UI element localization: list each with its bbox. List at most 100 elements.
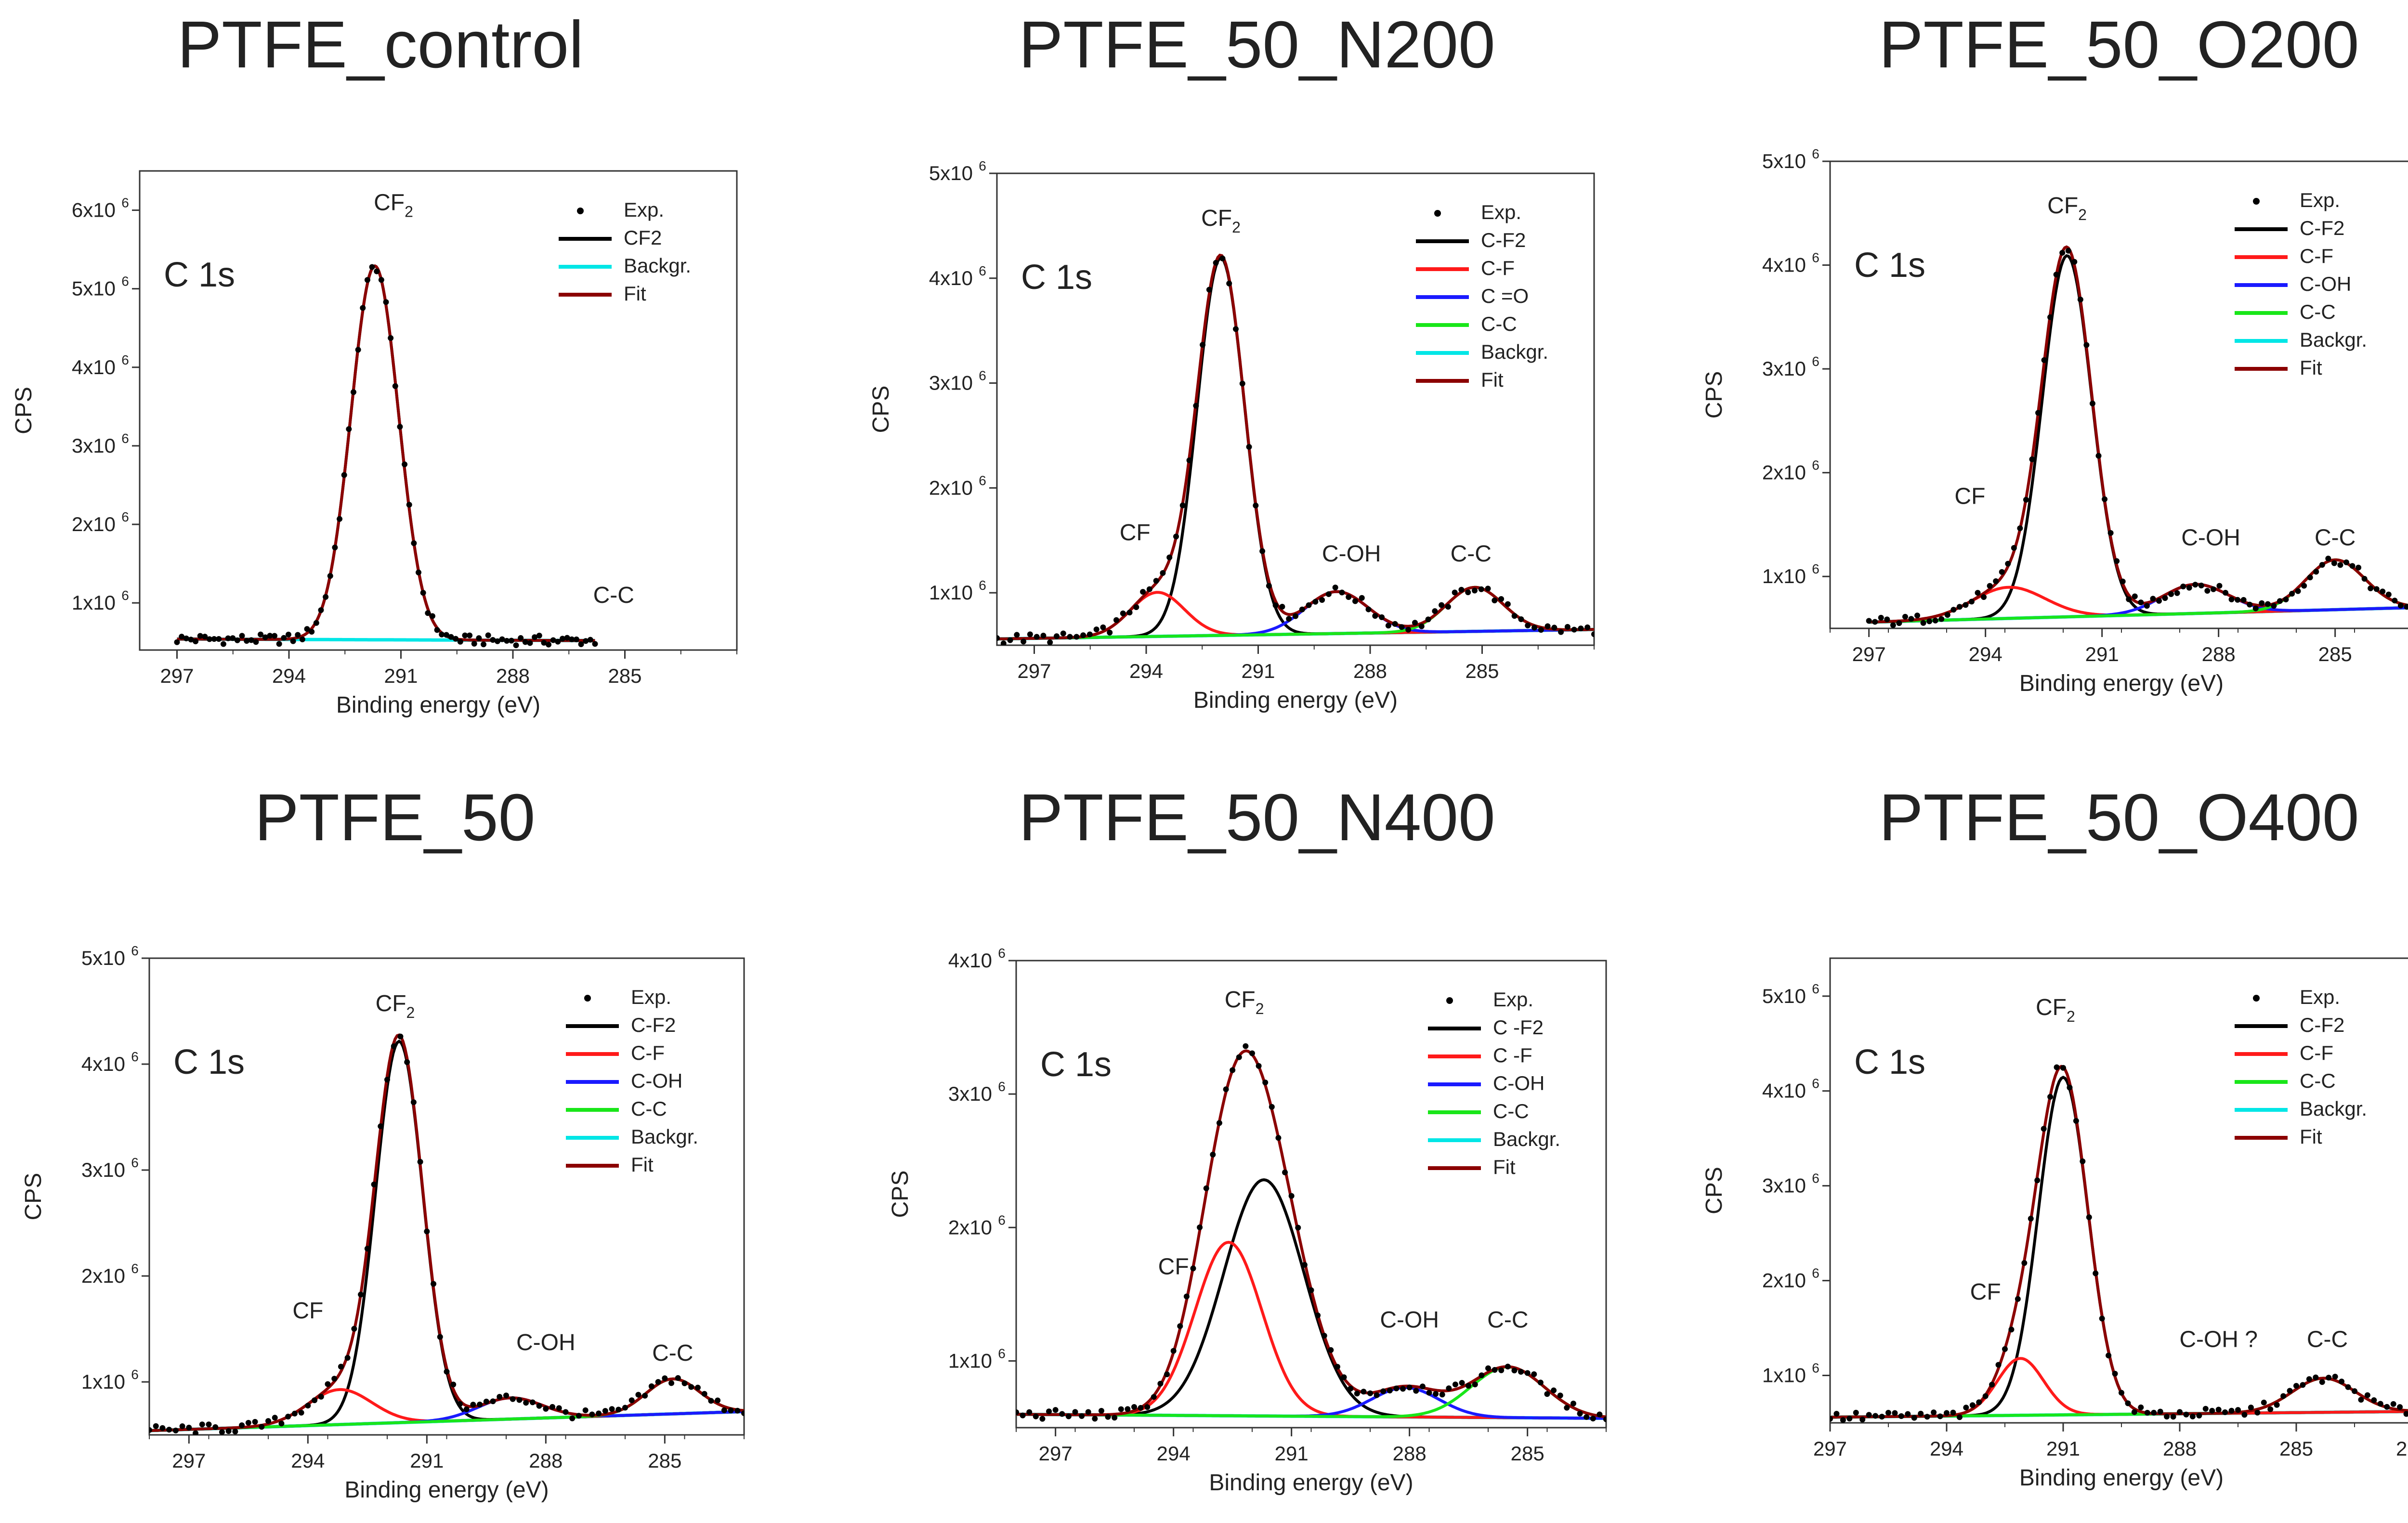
chart-title: PTFE_50_O200	[1879, 8, 2359, 82]
annotation-text: CF	[1201, 206, 1232, 231]
exp-point	[2280, 1393, 2287, 1399]
exp-point	[1334, 1364, 1340, 1370]
exp-point	[378, 277, 384, 283]
y-tick-exponent: 6	[1812, 1076, 1819, 1091]
exp-point	[536, 1403, 542, 1409]
exp-point	[2358, 1396, 2364, 1403]
exp-point	[212, 1424, 219, 1430]
exp-point	[1963, 602, 1969, 608]
exp-point	[1956, 604, 1963, 610]
exp-point	[291, 1410, 298, 1417]
exp-point	[1098, 1408, 1104, 1414]
exp-point	[453, 636, 459, 642]
legend-label: C-OH	[2300, 273, 2351, 295]
peak-annotation: CF2	[1201, 206, 1241, 236]
exp-point	[1898, 1413, 1904, 1419]
exp-point	[384, 1077, 390, 1083]
y-tick-mantissa: 4x10	[72, 356, 116, 378]
y-tick-exponent: 6	[121, 509, 129, 524]
legend-label: Backgr.	[1481, 340, 1548, 363]
chart-title: PTFE_50	[255, 781, 536, 855]
exp-point	[360, 305, 366, 311]
legend-label: Exp.	[2300, 189, 2340, 211]
annotation-text: C-OH ?	[2179, 1327, 2258, 1352]
exp-point	[2029, 456, 2035, 462]
exp-point	[166, 1427, 172, 1433]
exp-point	[1531, 625, 1537, 631]
exp-point	[1286, 616, 1292, 622]
exp-point	[1372, 613, 1378, 619]
exp-point	[2008, 1327, 2015, 1333]
exp-point	[1911, 1415, 1917, 1421]
exp-point	[2150, 596, 2156, 602]
exp-point	[1047, 639, 1053, 645]
y-tick-exponent: 6	[121, 588, 129, 603]
exp-point	[2403, 1411, 2408, 1417]
exp-point	[2099, 1315, 2105, 1322]
y-tick-label: 4x10	[72, 356, 116, 378]
exp-point	[1853, 1409, 1859, 1416]
chart-panel-ptfe_50_n400: PTFE_50_N400 297 294 291 288 285 1x10 6 2x10 6 3x1…	[888, 781, 1607, 1496]
x-tick-label: 291	[384, 664, 418, 687]
x-tick-label: 285	[2279, 1437, 2313, 1460]
exp-point	[1419, 1383, 1426, 1390]
annotation-text: C-OH	[1380, 1307, 1439, 1333]
exp-point	[2157, 1408, 2163, 1415]
exp-point	[2065, 247, 2071, 254]
exp-point	[1485, 586, 1491, 592]
x-tick-label: 294	[1157, 1442, 1191, 1465]
exp-point	[1387, 1387, 1393, 1393]
legend-label: Fit	[631, 1153, 654, 1176]
exp-point	[2277, 598, 2283, 604]
y-tick-mantissa: 3x10	[72, 434, 116, 457]
exp-point	[2313, 1374, 2319, 1380]
exp-point	[1465, 589, 1471, 596]
exp-point	[225, 1428, 232, 1434]
exp-point	[1859, 1417, 1866, 1423]
peak-annotation: CF	[1120, 520, 1151, 546]
exp-point	[1203, 1185, 1209, 1191]
exp-point	[1412, 620, 1418, 626]
y-tick-label: 5x10	[72, 277, 116, 300]
exp-point	[1890, 622, 1896, 628]
exp-point	[2289, 591, 2295, 597]
exp-point	[1157, 1380, 1164, 1387]
exp-point	[2077, 297, 2083, 303]
x-tick-label: 288	[1393, 1442, 1426, 1465]
exp-point	[1105, 1414, 1111, 1420]
exp-point	[2223, 590, 2229, 596]
exp-point	[481, 641, 487, 648]
exp-point	[1206, 286, 1212, 293]
exp-point	[477, 1401, 483, 1407]
exp-point	[259, 1424, 265, 1430]
legend-label: Backgr.	[631, 1125, 698, 1148]
exp-point	[1348, 1385, 1354, 1392]
exp-point	[1478, 586, 1484, 592]
exp-point	[1551, 625, 1557, 631]
exp-point	[2343, 559, 2349, 565]
exp-point	[325, 1381, 331, 1387]
exp-point	[1938, 616, 1945, 622]
annotation-text: C-C	[2315, 525, 2356, 551]
exp-point	[1166, 554, 1173, 560]
peak-annotation: C-C	[1487, 1307, 1528, 1333]
exp-point	[587, 637, 593, 643]
exp-point	[1833, 1411, 1840, 1417]
annotation-subscript: 2	[405, 203, 413, 221]
exp-point	[2306, 1376, 2312, 1382]
y-tick-label: 1x10	[1762, 565, 1806, 587]
exp-point	[1492, 1367, 1498, 1373]
exp-point	[216, 636, 222, 642]
exp-point	[262, 634, 268, 640]
exp-point	[1144, 1404, 1151, 1410]
exp-point	[2071, 259, 2078, 265]
exp-point	[2083, 342, 2090, 348]
exp-point	[1975, 590, 1981, 596]
annotation-subscript: 2	[1256, 1000, 1264, 1017]
legend-exp-marker	[2253, 198, 2260, 205]
exp-point	[272, 1415, 278, 1421]
legend-label: Exp.	[2300, 986, 2340, 1008]
exp-point	[1107, 629, 1113, 636]
exp-point	[2170, 1414, 2176, 1420]
exp-point	[1007, 637, 1013, 643]
